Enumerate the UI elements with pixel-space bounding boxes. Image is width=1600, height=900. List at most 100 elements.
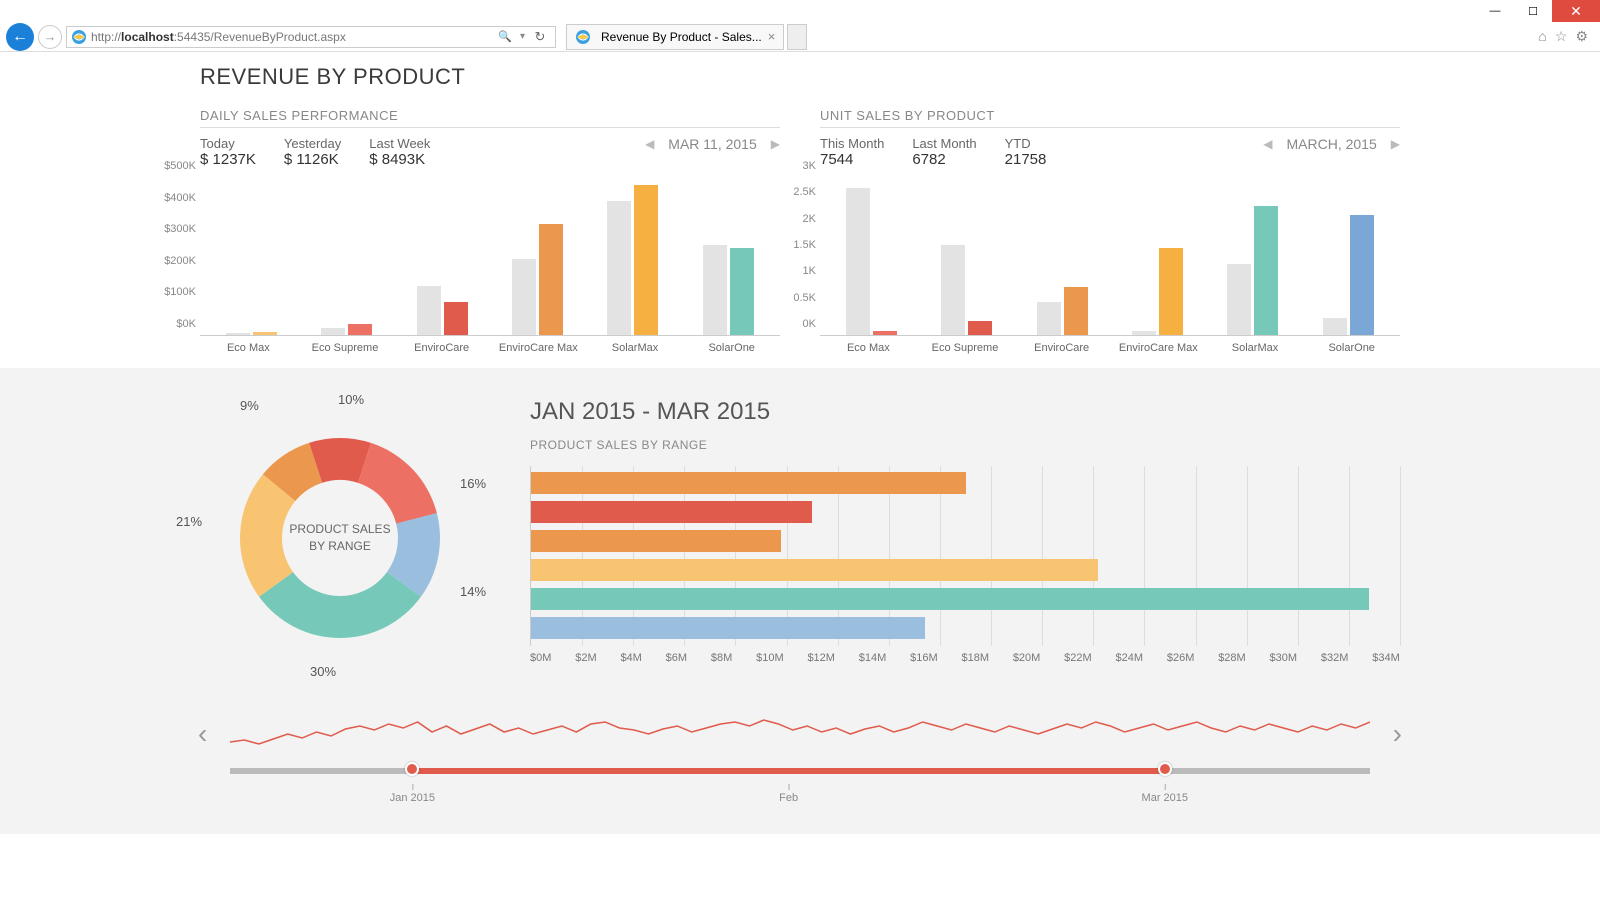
x-axis-label: Eco Supreme xyxy=(297,342,394,354)
x-axis-label: $26M xyxy=(1167,652,1195,664)
search-icon[interactable]: 🔍 xyxy=(494,30,516,43)
bar xyxy=(703,245,727,335)
bar xyxy=(417,286,441,335)
bar xyxy=(444,302,468,335)
prev-day-icon[interactable]: ◀ xyxy=(645,137,654,151)
stat-block: Last Week$ 8493K xyxy=(369,136,430,168)
bar xyxy=(1064,287,1088,335)
donut-pct-label: 30% xyxy=(310,664,336,679)
minimize-button[interactable]: — xyxy=(1476,0,1514,22)
y-axis-label: 1K xyxy=(803,265,816,277)
back-button[interactable]: ← xyxy=(6,23,34,51)
home-icon[interactable]: ⌂ xyxy=(1538,28,1546,45)
bar-group xyxy=(1015,287,1110,335)
bar-group xyxy=(204,332,299,335)
slider-thumb-left[interactable] xyxy=(405,762,419,776)
daily-date-nav: ◀ MAR 11, 2015 ▶ xyxy=(645,136,780,152)
y-axis-label: $500K xyxy=(164,160,196,172)
x-axis-label: SolarOne xyxy=(683,342,780,354)
bar xyxy=(321,328,345,335)
tab-close-icon[interactable]: × xyxy=(768,29,776,44)
unit-date-nav: ◀ MARCH, 2015 ▶ xyxy=(1263,136,1400,152)
favorites-icon[interactable]: ☆ xyxy=(1555,28,1568,45)
stat-value: $ 1126K xyxy=(284,151,341,168)
forward-button[interactable]: → xyxy=(38,25,62,49)
settings-icon[interactable]: ⚙ xyxy=(1575,28,1588,45)
donut-center-label: PRODUCT SALES BY RANGE xyxy=(289,521,390,555)
slider-thumb-right[interactable] xyxy=(1158,762,1172,776)
bar-group xyxy=(1301,215,1396,335)
donut-pct-label: 10% xyxy=(338,392,364,407)
unit-sales-header: UNIT SALES BY PRODUCT xyxy=(820,108,1400,128)
next-day-icon[interactable]: ▶ xyxy=(771,137,780,151)
bar xyxy=(968,321,992,335)
page-viewport: REVENUE BY PRODUCT DAILY SALES PERFORMAN… xyxy=(0,52,1600,900)
stat-block: Today$ 1237K xyxy=(200,136,256,168)
bar xyxy=(873,331,897,335)
close-button[interactable]: ✕ xyxy=(1552,0,1600,22)
x-axis-label: SolarOne xyxy=(1303,342,1400,354)
daily-date: MAR 11, 2015 xyxy=(668,136,756,152)
x-axis-label: $16M xyxy=(910,652,938,664)
donut-pct-label: 14% xyxy=(460,584,486,599)
hbar xyxy=(531,501,812,523)
prev-month-icon[interactable]: ◀ xyxy=(1263,137,1272,151)
next-month-icon[interactable]: ▶ xyxy=(1391,137,1400,151)
bar xyxy=(1132,331,1156,335)
x-axis-label: $20M xyxy=(1013,652,1041,664)
stat-label: This Month xyxy=(820,136,884,151)
stat-block: Last Month6782 xyxy=(912,136,976,168)
y-axis-label: $200K xyxy=(164,255,196,267)
bar-group xyxy=(681,245,776,335)
maximize-button[interactable]: ☐ xyxy=(1514,0,1552,22)
bar xyxy=(539,224,563,335)
hbar xyxy=(531,588,1369,610)
bar xyxy=(1254,206,1278,335)
month-label: Mar 2015 xyxy=(1142,792,1188,804)
slider-selection xyxy=(412,768,1164,774)
new-tab-button[interactable] xyxy=(787,24,807,50)
bar-group xyxy=(395,286,490,335)
range-prev-icon[interactable]: ‹ xyxy=(198,718,207,750)
stat-label: YTD xyxy=(1005,136,1047,151)
x-axis-label: $32M xyxy=(1321,652,1349,664)
range-title: JAN 2015 - MAR 2015 xyxy=(530,398,1400,426)
donut-slice xyxy=(358,443,437,524)
donut-pct-label: 9% xyxy=(240,398,259,413)
address-bar[interactable]: http://localhost:54435/RevenueByProduct.… xyxy=(66,26,556,48)
bar-group xyxy=(299,324,394,335)
x-axis-label: $6M xyxy=(666,652,687,664)
stat-label: Last Month xyxy=(912,136,976,151)
stat-value: $ 1237K xyxy=(200,151,256,168)
x-axis-label: $4M xyxy=(620,652,641,664)
browser-tab[interactable]: Revenue By Product - Sales... × xyxy=(566,24,784,50)
bar xyxy=(226,333,250,335)
donut-slice xyxy=(259,572,421,638)
slider-track[interactable] xyxy=(230,768,1370,774)
x-axis-label: SolarMax xyxy=(587,342,684,354)
ie-icon xyxy=(575,29,591,45)
x-axis-label: $24M xyxy=(1116,652,1144,664)
stat-label: Yesterday xyxy=(284,136,341,151)
donut-pct-label: 21% xyxy=(176,514,202,529)
stat-block: YTD21758 xyxy=(1005,136,1047,168)
bar xyxy=(1350,215,1374,335)
x-axis-label: $28M xyxy=(1218,652,1246,664)
stat-label: Today xyxy=(200,136,256,151)
x-axis-label: $12M xyxy=(807,652,835,664)
x-axis-label: $22M xyxy=(1064,652,1092,664)
stat-value: 7544 xyxy=(820,151,884,168)
refresh-icon[interactable]: ↻ xyxy=(529,29,551,45)
bar xyxy=(1159,248,1183,335)
bar xyxy=(1037,302,1061,335)
x-axis-label: $18M xyxy=(961,652,989,664)
url-dropdown-icon[interactable]: ▾ xyxy=(520,31,525,42)
range-next-icon[interactable]: › xyxy=(1393,718,1402,750)
x-axis-label: $34M xyxy=(1372,652,1400,664)
daily-sales-header: DAILY SALES PERFORMANCE xyxy=(200,108,780,128)
bar xyxy=(253,332,277,335)
ie-icon xyxy=(71,29,87,45)
hbar xyxy=(531,530,781,552)
x-axis-label: $10M xyxy=(756,652,784,664)
month-mark: Mar 2015 xyxy=(1142,784,1188,804)
